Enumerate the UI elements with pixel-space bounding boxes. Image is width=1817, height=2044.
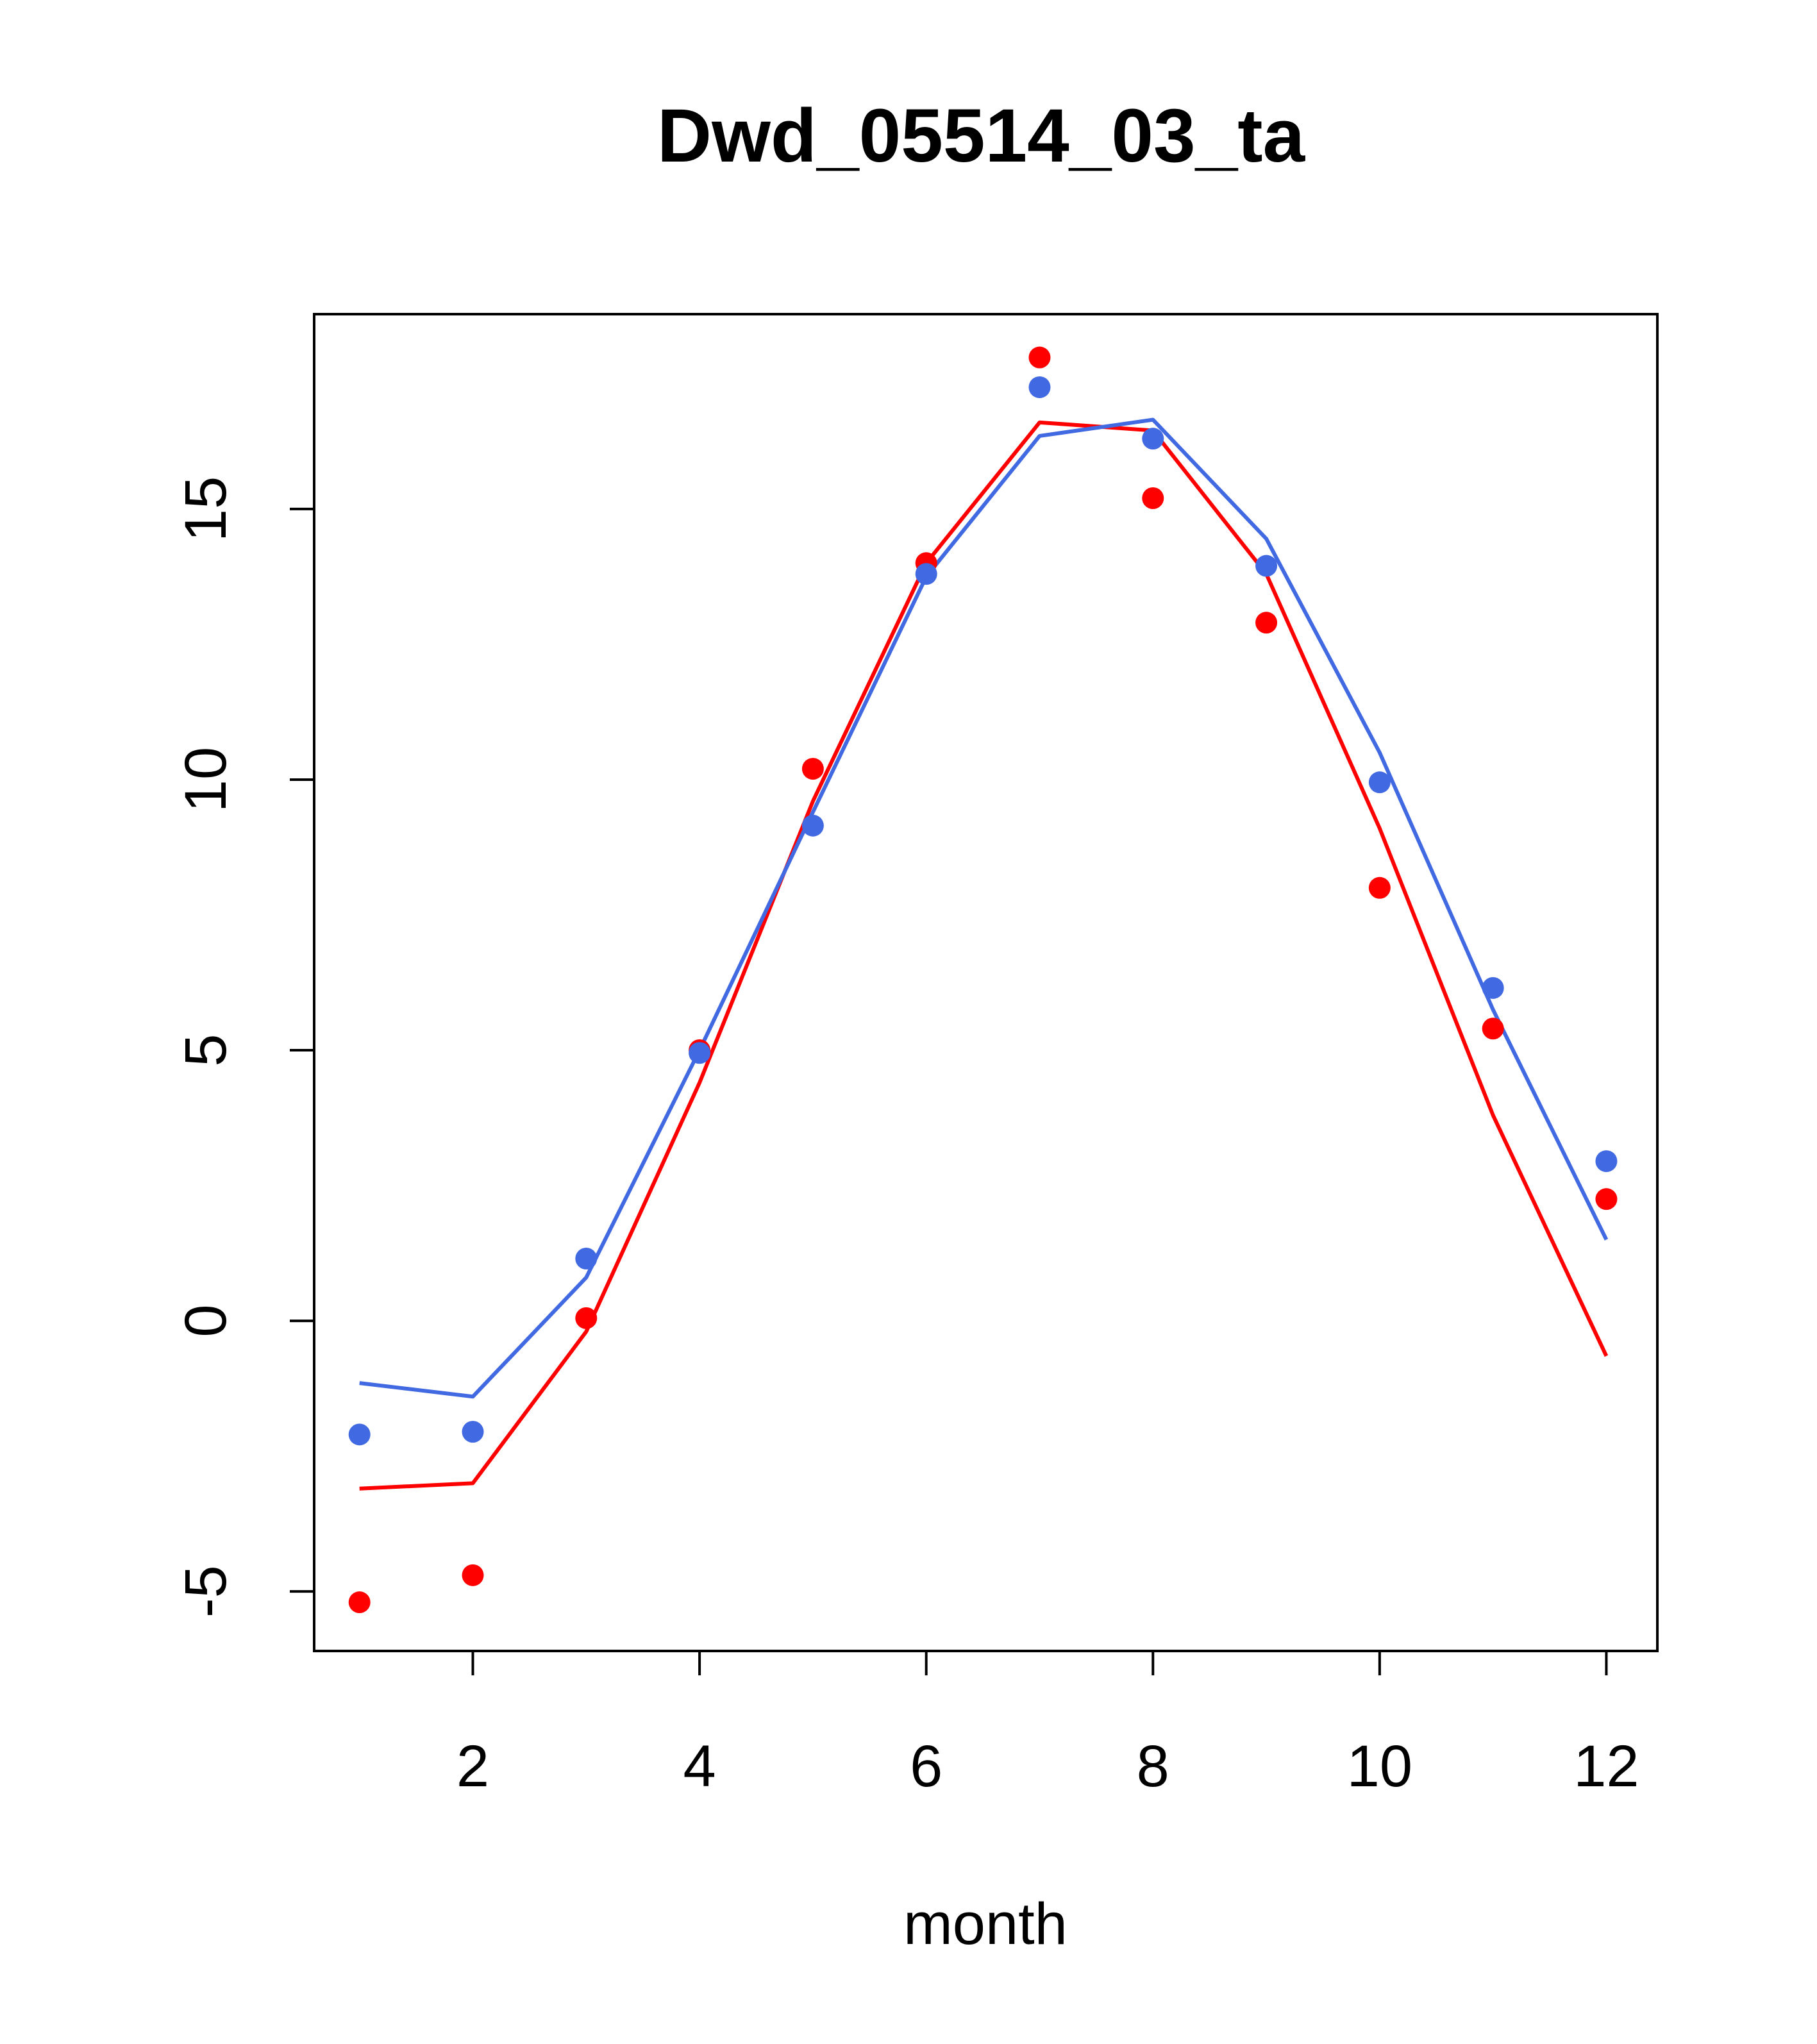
x-tick-label: 2 (456, 1734, 489, 1799)
y-tick-label: 5 (173, 1034, 239, 1066)
data-point (1028, 346, 1051, 369)
series-line-3 (359, 417, 1609, 1399)
data-point (801, 758, 824, 780)
data-point (575, 1248, 598, 1270)
x-tick-label: 12 (1573, 1734, 1639, 1799)
data-point (1255, 612, 1278, 634)
data-point (1595, 1188, 1618, 1210)
data-point (575, 1307, 598, 1329)
data-point (915, 563, 937, 585)
data-point (1482, 1018, 1504, 1040)
data-point (1142, 428, 1164, 450)
plot-frame (313, 313, 1659, 1652)
data-point (689, 1042, 711, 1064)
data-point (1142, 487, 1164, 510)
x-tick-label: 10 (1347, 1734, 1412, 1799)
data-point (801, 814, 824, 837)
x-tick-label: 4 (683, 1734, 716, 1799)
data-point (1368, 876, 1391, 899)
series-line-2 (359, 420, 1609, 1491)
data-point (462, 1421, 484, 1443)
y-tick-label: 15 (173, 476, 239, 542)
chart-title: Dwd_05514_03_ta (657, 94, 1306, 178)
data-point (1028, 376, 1051, 398)
x-tick-label: 6 (910, 1734, 942, 1799)
series-points (348, 346, 1618, 1614)
x-axis: 2 4 6 8 10 12 (456, 1651, 1639, 1799)
y-axis: -5 0 5 10 15 (173, 476, 314, 1618)
data-point (348, 1423, 371, 1446)
data-point (348, 1591, 371, 1614)
y-tick-label: -5 (173, 1565, 239, 1618)
y-tick-label: 10 (173, 747, 239, 812)
data-point (1595, 1150, 1618, 1173)
data-point (1482, 976, 1504, 999)
data-point (462, 1564, 484, 1586)
y-tick-label: 0 (173, 1304, 239, 1337)
series-lines (359, 417, 1609, 1491)
data-point (1255, 555, 1278, 577)
x-axis-title: month (903, 1891, 1068, 1957)
data-point (1368, 771, 1391, 794)
x-tick-label: 8 (1137, 1734, 1169, 1799)
